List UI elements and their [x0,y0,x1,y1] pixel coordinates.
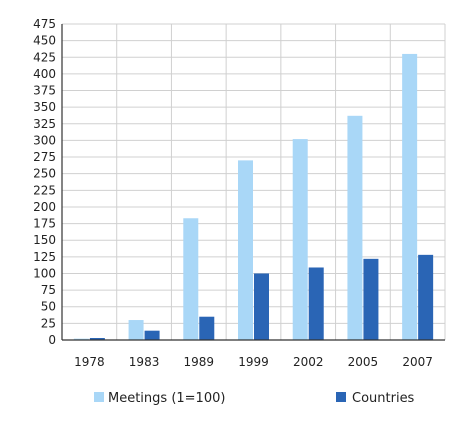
x-tick-label: 1999 [238,355,269,369]
y-tick-label: 475 [33,17,56,31]
axes [61,24,445,341]
x-tick-label: 2007 [402,355,433,369]
bar-meetings [347,115,363,341]
bar-countries [254,273,269,340]
x-tick-label: 1978 [74,355,105,369]
y-tick-label: 275 [33,150,56,164]
gridlines [61,23,446,340]
legend: Meetings (1=100) Countries [94,391,415,406]
tick-labels: 0 25 50 75 100 125 150 175 200 225 250 275 300 325 350… [33,17,433,369]
y-tick-label: 350 [33,100,56,114]
bar-meetings [402,53,418,341]
x-tick-label: 2005 [348,355,379,369]
y-tick-label: 50 [41,300,56,314]
y-tick-label: 400 [33,67,56,81]
legend-label: Meetings (1=100) [108,391,225,406]
bar-countries [144,330,160,340]
bar-meetings [73,338,89,340]
y-tick-label: 225 [33,183,56,197]
y-tick-label: 450 [33,34,56,48]
y-tick-label: 75 [41,283,56,297]
x-tick-label: 2002 [293,355,324,369]
x-tick-label: 1983 [129,355,160,369]
bar-countries [199,316,215,340]
y-tick-label: 200 [33,200,56,214]
legend-swatch [336,392,346,402]
bar-countries [89,338,105,340]
bar-countries [363,258,379,340]
y-tick-label: 100 [33,266,56,280]
bar-countries [418,254,434,340]
bar-countries [308,267,324,340]
bars [73,53,434,341]
y-tick-label: 300 [33,133,56,147]
bar-meetings [238,160,253,340]
bar-meetings [183,218,199,340]
y-tick-label: 0 [48,333,56,347]
y-tick-label: 25 [41,316,56,330]
x-tick-label: 1989 [184,355,215,369]
legend-label: Countries [352,391,415,406]
legend-swatch [94,392,104,402]
y-tick-label: 250 [33,167,56,181]
y-tick-label: 325 [33,117,56,131]
y-tick-label: 125 [33,250,56,264]
bar-meetings [128,320,144,340]
y-tick-label: 175 [33,217,56,231]
bar-meetings [292,139,308,340]
y-tick-label: 150 [33,233,56,247]
y-tick-label: 425 [33,50,56,64]
y-tick-label: 375 [33,84,56,98]
